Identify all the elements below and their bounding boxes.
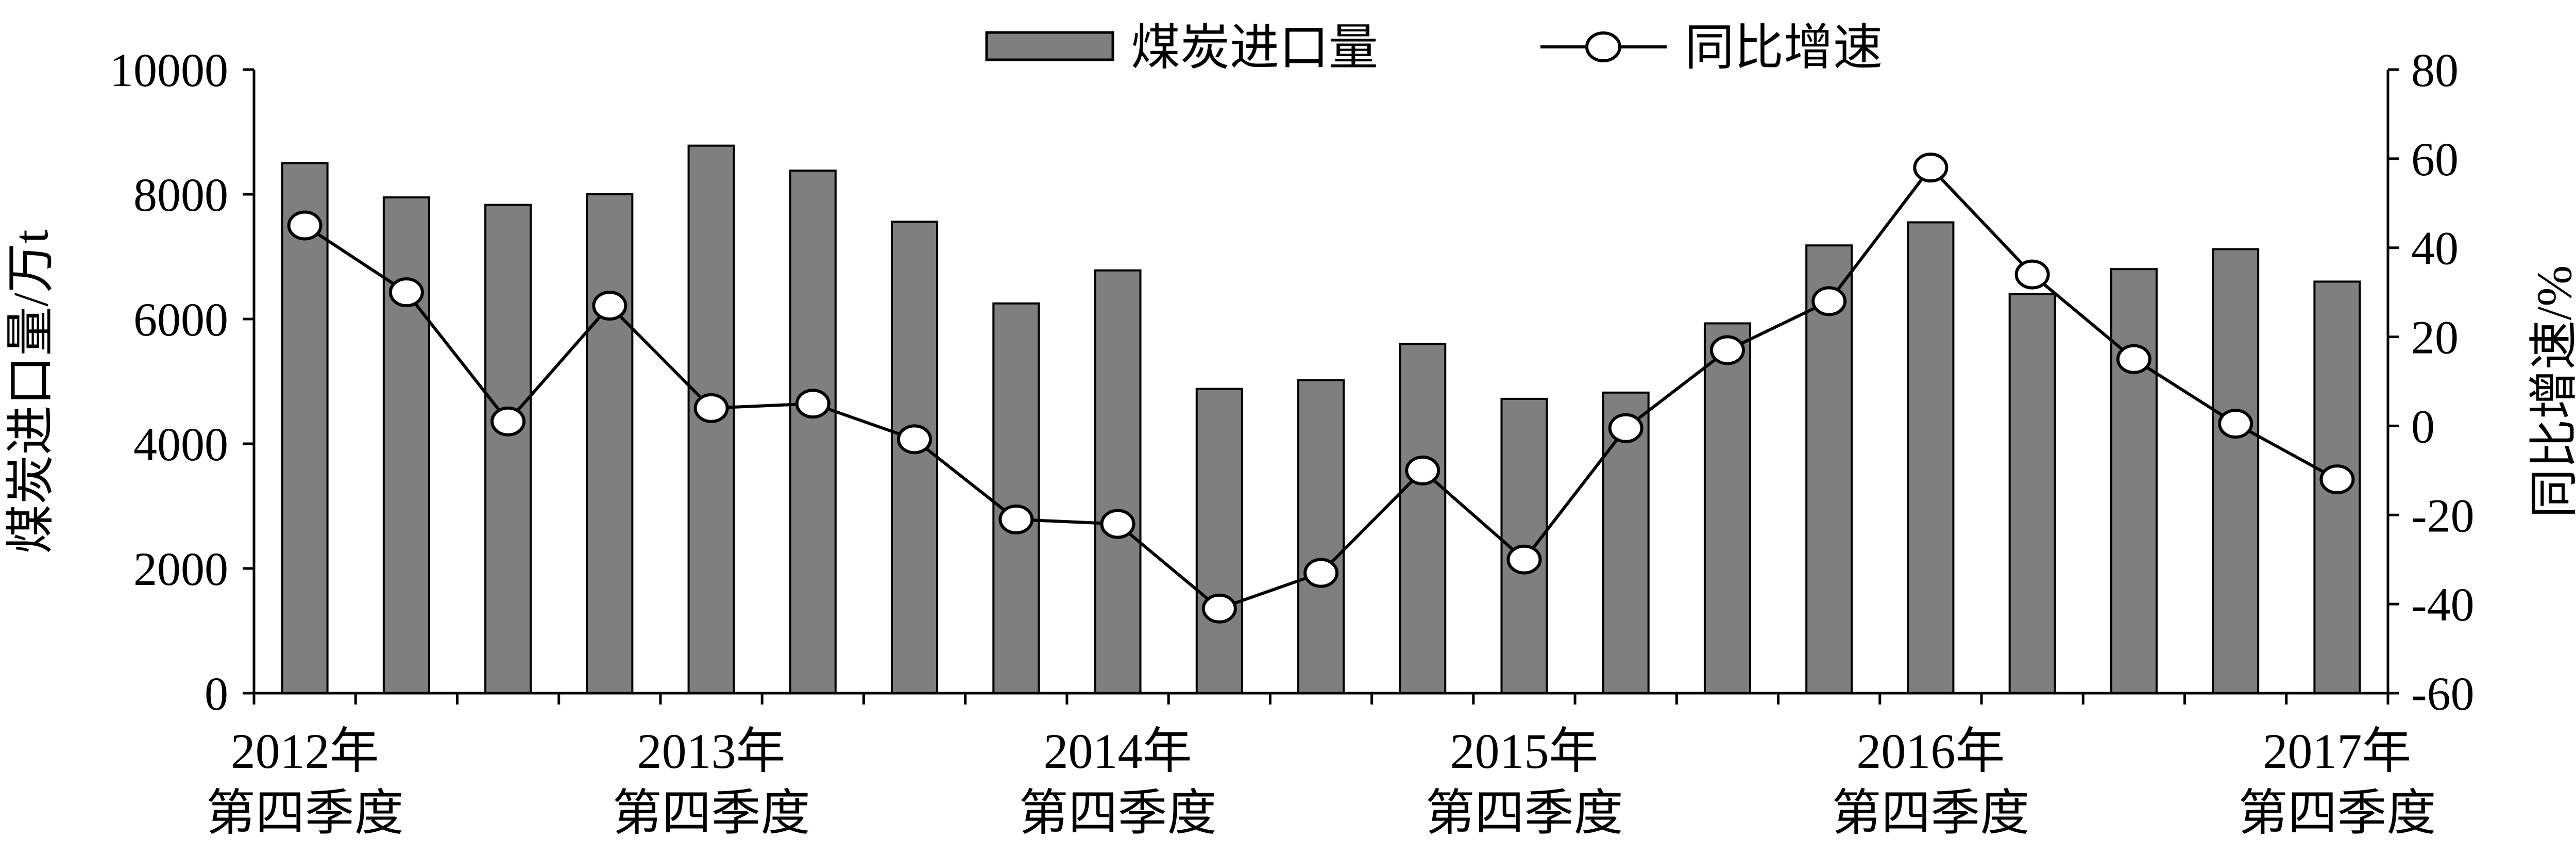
line-point	[1405, 455, 1440, 485]
x-label-quarter: 第四季度	[1019, 785, 1217, 841]
line-point	[2116, 344, 2151, 374]
right-tick-label: 60	[2411, 133, 2459, 186]
bar	[484, 204, 532, 694]
line-point	[1709, 335, 1745, 365]
line-point	[1811, 286, 1847, 316]
x-label-year: 2017年	[2263, 724, 2411, 779]
bar	[1297, 379, 1345, 694]
line-point	[2014, 259, 2050, 290]
right-tick-label: 0	[2411, 400, 2435, 452]
x-label-year: 2014年	[1044, 724, 1192, 779]
right-tick-label: -40	[2411, 578, 2475, 631]
line-point	[1303, 558, 1338, 588]
right-axis-title: 同比增速/%	[2527, 265, 2576, 518]
line-point	[1913, 153, 1948, 183]
right-tick-label: -20	[2411, 489, 2475, 542]
bar	[1399, 343, 1447, 694]
bar	[992, 302, 1040, 694]
legend-line-marker	[1585, 31, 1621, 62]
right-tick-label: 80	[2411, 44, 2459, 96]
bar	[2212, 248, 2260, 695]
line-point	[1201, 593, 1237, 624]
line-series	[287, 153, 2355, 624]
legend-bar-swatch	[985, 31, 1114, 61]
axes: 0 2000 4000 6000 8000 10000 -60 -40 -20 0 20 40 60 80	[110, 44, 2475, 720]
legend: 煤炭进口量 同比增速	[985, 20, 1883, 75]
left-axis-title: 煤炭进口量/万t	[3, 229, 58, 554]
bar-series	[281, 144, 2361, 695]
bar	[1703, 322, 1751, 694]
x-label-quarter: 第四季度	[1832, 785, 2029, 841]
line-point	[693, 393, 729, 423]
line-point	[998, 504, 1034, 534]
line-point	[287, 210, 323, 241]
bar	[789, 170, 837, 694]
left-tick-label: 4000	[133, 418, 228, 471]
left-tick-label: 0	[205, 667, 228, 720]
line-point	[1506, 544, 1542, 575]
bar	[281, 162, 329, 694]
x-label-quarter: 第四季度	[1425, 785, 1623, 841]
line-point	[490, 406, 526, 437]
line-point	[2218, 409, 2253, 439]
bar	[586, 193, 634, 694]
x-label-year: 2012年	[231, 724, 379, 779]
left-tick-label: 8000	[133, 169, 228, 221]
line-point	[388, 277, 424, 308]
line-point	[2319, 464, 2355, 495]
x-label-year: 2016年	[1856, 724, 2005, 779]
x-label-quarter: 第四季度	[2238, 785, 2436, 841]
x-label-year: 2013年	[637, 724, 786, 779]
bar	[382, 196, 430, 694]
line-point	[897, 424, 933, 455]
bar	[1907, 221, 1955, 694]
right-tick-label: 20	[2411, 311, 2459, 364]
left-tick-label: 2000	[133, 543, 228, 595]
bar	[1195, 388, 1243, 694]
legend-bar-label: 煤炭进口量	[1131, 20, 1378, 75]
legend-line-label: 同比增速	[1685, 20, 1883, 75]
bar	[891, 221, 939, 694]
bar	[1094, 269, 1142, 694]
line-point	[1608, 413, 1643, 443]
bar	[2008, 293, 2056, 694]
line-point	[1100, 509, 1136, 539]
x-label-year: 2015年	[1450, 724, 1598, 779]
x-label-quarter: 第四季度	[206, 785, 404, 841]
left-tick-label: 6000	[133, 293, 228, 346]
bar	[2110, 268, 2158, 694]
line-point	[795, 389, 831, 419]
right-tick-label: 40	[2411, 222, 2459, 275]
left-tick-label: 10000	[110, 44, 228, 96]
x-label-quarter: 第四季度	[613, 785, 810, 841]
line-point	[592, 291, 628, 321]
right-tick-label: -60	[2411, 667, 2475, 720]
